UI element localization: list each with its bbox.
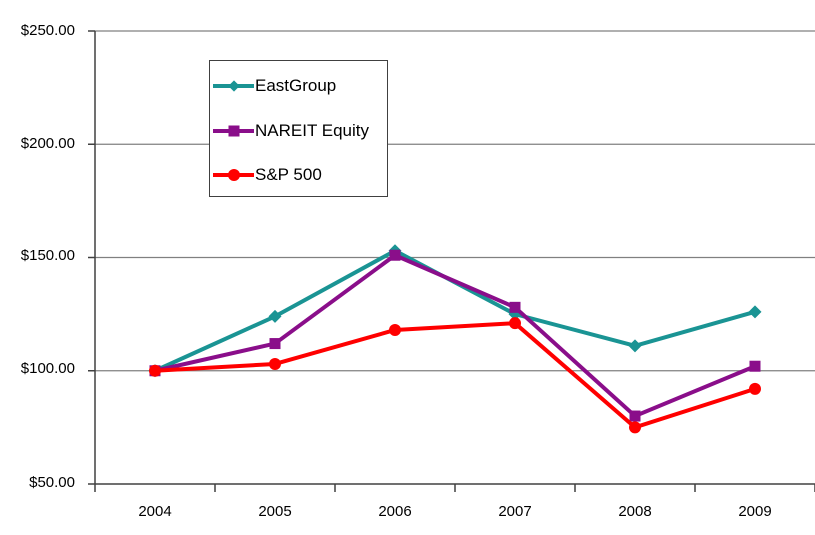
line-swatch-icon: [213, 125, 254, 137]
legend-label: S&P 500: [255, 165, 322, 185]
y-axis-tick-label: $250.00: [20, 22, 75, 39]
legend-label: EastGroup: [255, 76, 337, 96]
line-swatch-icon: [213, 169, 254, 182]
x-axis-tick-label: 2006: [378, 503, 412, 520]
x-axis-tick-label: 2008: [618, 503, 652, 520]
x-axis-tick-label: 2004: [138, 503, 172, 520]
x-axis-tick-label: 2007: [498, 503, 532, 520]
diamond-marker-icon: [227, 80, 240, 92]
line-swatch-icon: [213, 80, 254, 92]
legend-item-nareit-equity: NAREIT Equity: [213, 109, 387, 154]
x-axis-tick-label: 2009: [738, 503, 772, 520]
circle-marker-icon: [227, 169, 240, 182]
y-axis-tick-label: $150.00: [20, 247, 75, 264]
legend-item-eastgroup: EastGroup: [213, 64, 387, 109]
legend-label: NAREIT Equity: [255, 120, 370, 140]
square-marker-icon: [228, 125, 239, 137]
y-axis-tick-label: $50.00: [29, 474, 75, 491]
legend-item-sp500: S&P 500: [213, 153, 387, 198]
y-axis-tick-label: $100.00: [20, 360, 75, 377]
y-axis-tick-label: $200.00: [20, 135, 75, 152]
x-axis-tick-label: 2005: [258, 503, 292, 520]
legend: EastGroup NAREIT Equity S&P 500: [209, 60, 388, 197]
